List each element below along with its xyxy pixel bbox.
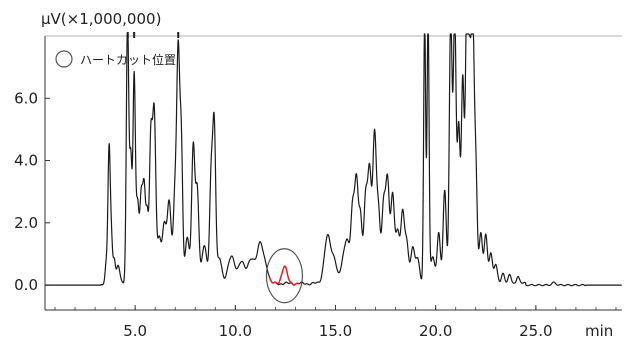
axes	[44, 35, 622, 311]
heartcut-peak-trace	[268, 265, 300, 286]
main-trace	[44, 33, 623, 287]
y-tick-label: 6.0	[14, 89, 38, 107]
x-ticks: 5.0 10.0 15.0 20.0 25.0	[54, 32, 617, 340]
legend-circle-marker	[55, 50, 73, 68]
legend: ハートカット位置	[55, 50, 176, 68]
traces	[44, 33, 623, 287]
x-tick-label: 25.0	[519, 322, 552, 340]
x-tick-label: 5.0	[123, 322, 147, 340]
x-tick-label: 15.0	[319, 322, 352, 340]
heartcut-highlight	[265, 248, 304, 304]
x-axis-unit-label: min	[585, 322, 613, 340]
heartcut-circle-marker	[265, 248, 304, 304]
y-tick-label: 0.0	[14, 276, 38, 294]
x-tick-label: 10.0	[219, 322, 252, 340]
y-ticks: 0.0 2.0 4.0 6.0	[14, 89, 50, 294]
x-tick-label: 20.0	[419, 322, 452, 340]
y-tick-label: 4.0	[14, 152, 38, 170]
y-tick-label: 2.0	[14, 214, 38, 232]
y-axis-unit-label: µV(×1,000,000)	[41, 10, 161, 28]
